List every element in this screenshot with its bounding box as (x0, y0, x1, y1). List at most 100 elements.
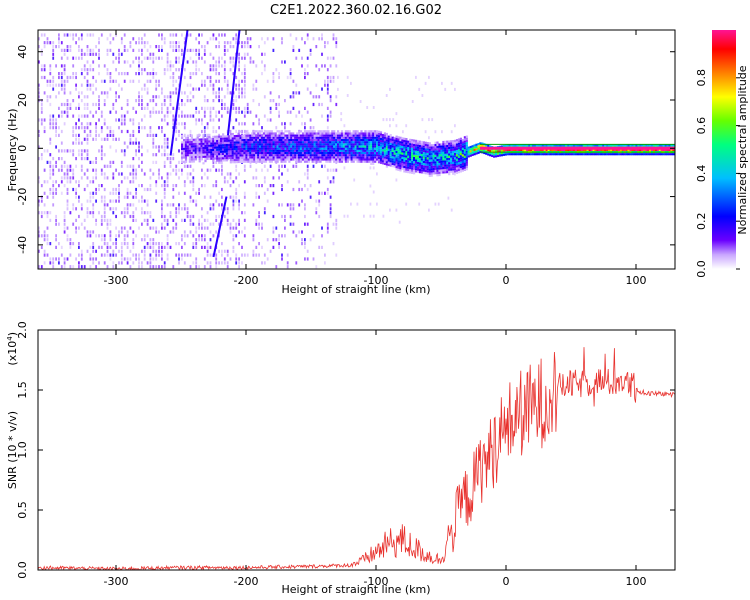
heatmap-cell (457, 140, 461, 143)
heatmap-cell (381, 157, 385, 161)
heatmap-cell (415, 75, 417, 79)
heatmap-cell (329, 132, 332, 135)
heatmap-cell (52, 118, 55, 122)
heatmap-cell (272, 141, 275, 144)
heatmap-cell (232, 207, 235, 211)
heatmap-cell (366, 154, 369, 157)
heatmap-cell (272, 151, 275, 155)
heatmap-cell (98, 261, 100, 265)
heatmap-cell (352, 160, 355, 163)
heatmap-cell (46, 238, 49, 242)
heatmap-cell (278, 95, 280, 99)
heatmap-cell (106, 226, 109, 230)
heatmap-cell (245, 156, 248, 159)
heatmap-cell (574, 153, 578, 156)
heatmap-cell (120, 37, 123, 41)
heatmap-cell (249, 156, 252, 159)
heatmap-cell (305, 154, 308, 157)
heatmap-cell (440, 158, 443, 161)
y-tick-label: 0 (16, 145, 29, 152)
heatmap-cell (450, 161, 453, 165)
heatmap-cell (411, 158, 414, 161)
heatmap-cell (315, 95, 318, 99)
heatmap-cell (307, 156, 310, 159)
heatmap-cell (383, 156, 386, 159)
heatmap-cell (436, 141, 439, 144)
heatmap-cell (335, 158, 338, 161)
heatmap-cell (385, 94, 388, 97)
heatmap-cell (346, 75, 349, 79)
heatmap-cell (232, 199, 235, 203)
heatmap-cell (327, 151, 330, 155)
heatmap-cell (143, 45, 146, 49)
heatmap-cell (66, 75, 69, 80)
heatmap-cell (123, 207, 126, 211)
heatmap-cell (381, 149, 385, 152)
heatmap-cell (452, 168, 455, 171)
heatmap-cell (184, 139, 188, 142)
heatmap-cell (270, 160, 273, 163)
heatmap-cell (175, 33, 178, 37)
heatmap-cell (422, 141, 425, 144)
heatmap-cell (362, 160, 365, 163)
heatmap-cell (212, 106, 215, 110)
heatmap-cell (95, 234, 97, 238)
heatmap-cell (40, 99, 43, 103)
heatmap-cell (43, 68, 46, 72)
heatmap-cell (223, 106, 226, 110)
heatmap-cell (237, 139, 240, 142)
heatmap-cell (138, 145, 140, 149)
heatmap-cell (296, 154, 299, 157)
heatmap-cell (232, 106, 235, 110)
heatmap-cell (321, 226, 323, 230)
heatmap-cell (138, 141, 140, 145)
heatmap-cell (289, 222, 292, 226)
heatmap-cell (210, 140, 213, 143)
heatmap-cell (208, 157, 211, 160)
heatmap-cell (278, 136, 281, 139)
heatmap-cell (189, 56, 192, 60)
heatmap-cell (198, 138, 201, 141)
heatmap-cell (432, 150, 435, 153)
heatmap-cell (245, 145, 248, 148)
heatmap-cell (358, 154, 361, 157)
heatmap-cell (424, 156, 427, 160)
heatmap-cell (257, 143, 260, 146)
heatmap-cell (243, 203, 246, 207)
heatmap-cell (181, 147, 184, 150)
heatmap-cell (615, 148, 619, 151)
heatmap-cell (512, 148, 515, 151)
heatmap-cell (255, 136, 258, 139)
heatmap-cell (181, 168, 183, 172)
heatmap-cell (337, 75, 339, 79)
heatmap-cell (397, 144, 400, 148)
heatmap-cell (530, 148, 533, 151)
heatmap-cell (118, 83, 120, 87)
heatmap-cell (358, 147, 361, 150)
heatmap-cell (301, 230, 303, 234)
heatmap-cell (448, 146, 451, 150)
heatmap-cell (72, 203, 75, 207)
heatmap-cell (461, 154, 464, 157)
heatmap-cell (55, 118, 57, 122)
heatmap-cell (161, 110, 163, 114)
heatmap-cell (350, 143, 353, 146)
heatmap-cell (152, 110, 155, 114)
heatmap-cell (307, 132, 310, 135)
heatmap-cell (178, 41, 180, 45)
heatmap-cell (259, 132, 262, 135)
heatmap-cell (143, 56, 146, 60)
heatmap-cell (617, 148, 620, 151)
heatmap-cell (281, 122, 283, 126)
heatmap-cell (392, 118, 395, 122)
heatmap-cell (222, 159, 225, 162)
heatmap-cell (86, 153, 89, 157)
heatmap-cell (446, 164, 449, 167)
heatmap-cell (226, 106, 229, 110)
heatmap-cell (166, 238, 169, 242)
heatmap-cell (395, 157, 398, 160)
heatmap-cell (163, 133, 166, 137)
heatmap-cell (604, 144, 607, 147)
heatmap-cell (106, 52, 109, 56)
heatmap-cell (58, 149, 60, 153)
